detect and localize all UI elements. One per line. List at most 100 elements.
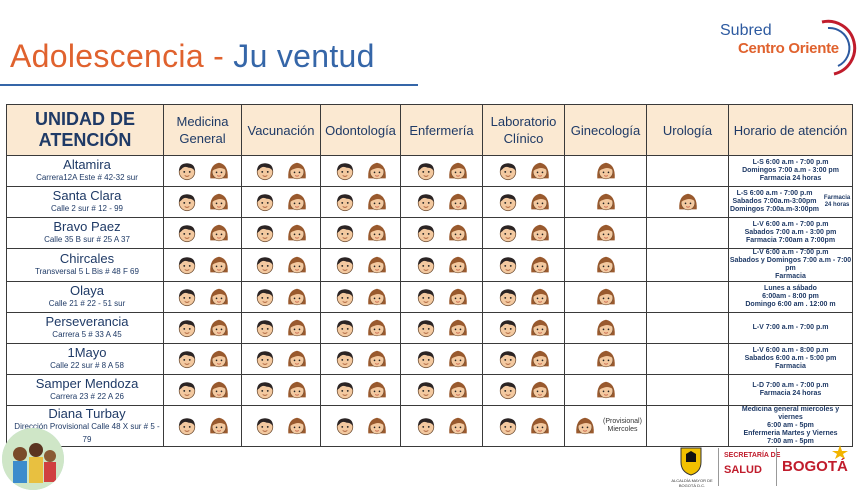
boy-face-icon bbox=[254, 160, 276, 182]
girl-face-icon bbox=[366, 160, 388, 182]
service-cell-vacunacion bbox=[241, 217, 321, 249]
service-cell-laboratorio bbox=[482, 374, 565, 406]
service-cell-urologia bbox=[646, 343, 729, 375]
boy-face-icon bbox=[254, 286, 276, 308]
provisional-note: (Provisional) Miercoles bbox=[603, 418, 642, 434]
boy-face-icon bbox=[497, 379, 519, 401]
hours-line: L-S 6:00 a.m - 7:00 p.m bbox=[752, 159, 829, 166]
girl-face-icon bbox=[366, 317, 388, 339]
boy-face-icon bbox=[334, 222, 356, 244]
service-cell-enfermeria bbox=[400, 343, 483, 375]
girl-face-icon bbox=[447, 286, 469, 308]
boy-face-icon bbox=[176, 415, 198, 437]
girl-face-icon bbox=[595, 379, 617, 401]
unit-name-cell: Diana Turbay Dirección Provisional Calle … bbox=[6, 405, 164, 447]
service-cell-ginecologia bbox=[564, 186, 647, 218]
column-header-medicina: Medicina General bbox=[163, 104, 242, 156]
girl-face-icon bbox=[208, 160, 230, 182]
boy-face-icon bbox=[415, 254, 437, 276]
service-cell-laboratorio bbox=[482, 186, 565, 218]
service-cell-odontologia bbox=[320, 405, 401, 447]
table-row: Altamira Carrera12A Este # 42-32 sur L-S 6… bbox=[6, 155, 853, 187]
service-cell-laboratorio bbox=[482, 405, 565, 447]
service-cell-urologia bbox=[646, 312, 729, 344]
table-row: Samper Mendoza Carrera 23 # 22 A 26 L-D 7:… bbox=[6, 374, 853, 406]
service-cell-vacunacion bbox=[241, 155, 321, 187]
boy-face-icon bbox=[334, 348, 356, 370]
service-cell-ginecologia bbox=[564, 217, 647, 249]
service-cell-odontologia bbox=[320, 281, 401, 313]
secretaria-label: SECRETARÍA DE bbox=[724, 452, 781, 459]
girl-face-icon bbox=[286, 160, 308, 182]
unit-address: Transversal 5 L Bis # 48 F 69 bbox=[35, 267, 139, 276]
service-cell-enfermeria bbox=[400, 374, 483, 406]
page-title: Adolescencia - Ju ventud bbox=[10, 38, 375, 75]
unit-address: Calle 21 # 22 - 51 sur bbox=[48, 299, 126, 308]
girl-face-icon bbox=[286, 222, 308, 244]
service-cell-medicina bbox=[163, 374, 242, 406]
column-header-vacunacion: Vacunación bbox=[241, 104, 321, 156]
boy-face-icon bbox=[497, 348, 519, 370]
unit-name: Perseverancia bbox=[45, 314, 129, 329]
girl-face-icon bbox=[447, 348, 469, 370]
girl-face-icon bbox=[286, 317, 308, 339]
girl-face-icon bbox=[677, 191, 699, 213]
alcaldia-label: ALCALDÍA MAYOR DE BOGOTÁ D.C. bbox=[671, 478, 713, 488]
unit-name: Chircales bbox=[59, 251, 115, 266]
girl-face-icon bbox=[366, 254, 388, 276]
table-row: Diana Turbay Dirección Provisional Calle … bbox=[6, 405, 853, 447]
boy-face-icon bbox=[334, 254, 356, 276]
hours-cell: L-V 7:00 a.m - 7:00 p.m bbox=[728, 312, 853, 344]
girl-face-icon bbox=[447, 317, 469, 339]
girl-face-icon bbox=[286, 254, 308, 276]
service-cell-ginecologia: (Provisional) Miercoles bbox=[564, 405, 647, 447]
service-cell-laboratorio bbox=[482, 312, 565, 344]
hours-line: L-D 7:00 a.m - 7:00 p.m bbox=[752, 382, 829, 389]
provisional-day: Miercoles bbox=[607, 426, 638, 433]
boy-face-icon bbox=[254, 317, 276, 339]
bogota-shield-icon bbox=[680, 447, 702, 476]
boy-face-icon bbox=[415, 222, 437, 244]
girl-face-icon bbox=[529, 317, 551, 339]
column-header-ginecologia: Ginecología bbox=[564, 104, 647, 156]
girl-face-icon bbox=[595, 286, 617, 308]
boy-face-icon bbox=[497, 160, 519, 182]
service-cell-vacunacion bbox=[241, 312, 321, 344]
table-row: Perseverancia Carrera 5 # 33 A 45 L-V 7:00… bbox=[6, 312, 853, 344]
unit-name: Samper Mendoza bbox=[35, 376, 139, 391]
unit-address: Calle 22 sur # 8 A 58 bbox=[50, 361, 124, 370]
service-cell-urologia bbox=[646, 374, 729, 406]
boy-face-icon bbox=[497, 286, 519, 308]
table-row: Chircales Transversal 5 L Bis # 48 F 69 L-… bbox=[6, 248, 853, 282]
unit-name: Olaya bbox=[70, 283, 104, 298]
unit-name: 1Mayo bbox=[67, 345, 107, 360]
service-cell-laboratorio bbox=[482, 281, 565, 313]
services-table: UNIDAD DE ATENCIÓN Medicina General Vacu… bbox=[6, 104, 853, 447]
column-header-urologia: Urología bbox=[646, 104, 729, 156]
service-cell-urologia bbox=[646, 186, 729, 218]
boy-face-icon bbox=[254, 379, 276, 401]
hours-line: 6:00 am - 5pm bbox=[767, 422, 814, 429]
hours-line: Domingos 7:00a.m-3:00pm bbox=[729, 206, 820, 213]
girl-face-icon bbox=[529, 191, 551, 213]
service-cell-ginecologia bbox=[564, 374, 647, 406]
unit-name: Altamira bbox=[63, 157, 111, 172]
unit-name: Bravo Paez bbox=[53, 219, 121, 234]
unit-name-cell: Chircales Transversal 5 L Bis # 48 F 69 bbox=[6, 248, 164, 282]
boy-face-icon bbox=[497, 415, 519, 437]
hours-cell: L-D 7:00 a.m - 7:00 p.m Farmacia 24 horas bbox=[728, 374, 853, 406]
service-cell-odontologia bbox=[320, 155, 401, 187]
girl-face-icon bbox=[529, 415, 551, 437]
service-cell-enfermeria bbox=[400, 405, 483, 447]
hours-line: Sabados 6:00 a.m - 5:00 pm bbox=[744, 355, 837, 362]
service-cell-odontologia bbox=[320, 343, 401, 375]
girl-face-icon bbox=[447, 222, 469, 244]
service-cell-ginecologia bbox=[564, 343, 647, 375]
service-cell-enfermeria bbox=[400, 155, 483, 187]
logo-line2: Centro Oriente bbox=[738, 40, 839, 57]
girl-face-icon bbox=[366, 415, 388, 437]
unit-address: Carrera12A Este # 42-32 sur bbox=[36, 173, 138, 182]
service-cell-enfermeria bbox=[400, 312, 483, 344]
logo-arc-icon bbox=[821, 19, 857, 76]
title-part1: Adolescencia - bbox=[10, 38, 234, 74]
